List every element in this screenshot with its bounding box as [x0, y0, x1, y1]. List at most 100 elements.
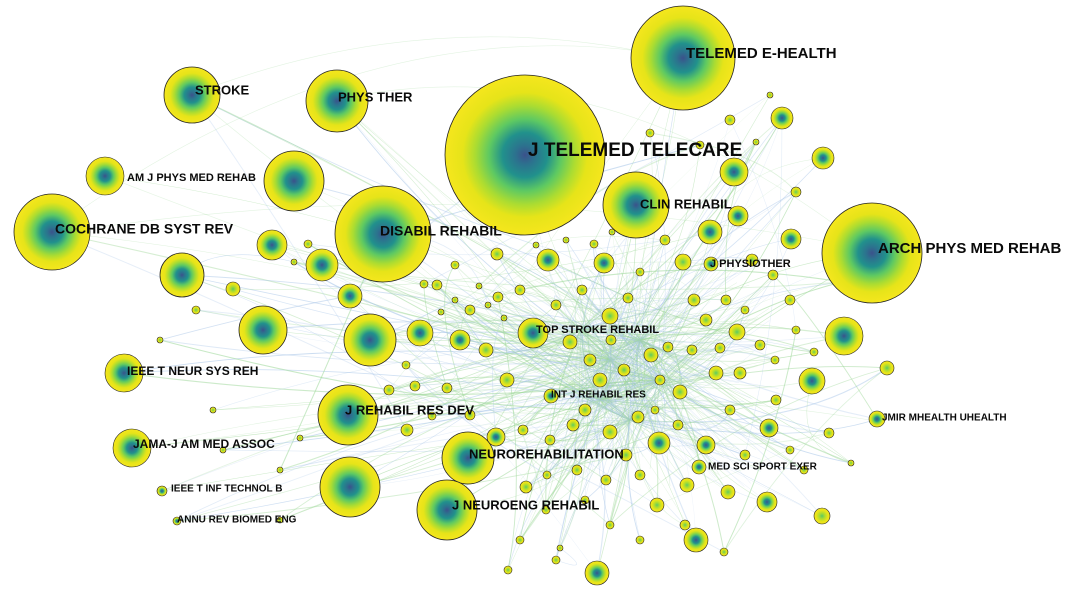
journal-node-stroke [163, 66, 221, 124]
journal-node [745, 253, 759, 267]
citation-edge [588, 339, 641, 363]
citation-edge [579, 320, 669, 348]
journal-node [647, 431, 671, 455]
citation-edge [579, 300, 694, 331]
citation-edge [572, 324, 581, 331]
citation-edge [659, 301, 748, 381]
citation-edge [599, 399, 655, 405]
journal-node [733, 366, 747, 380]
citation-edge [492, 317, 505, 438]
journal-node-j-neuroeng-rehabil [416, 479, 478, 541]
citation-edge [609, 323, 797, 361]
citation-edge [639, 325, 727, 341]
citation-edge [729, 119, 797, 331]
citation-edge [629, 299, 791, 421]
journal-node [654, 374, 666, 386]
citation-edge [599, 399, 758, 469]
citation-edge [629, 419, 761, 472]
citation-edge [487, 304, 611, 324]
citation-edge [599, 323, 635, 401]
journal-node [714, 342, 726, 354]
citation-edge [621, 339, 641, 400]
citation-edge [550, 399, 601, 439]
citation-edge [579, 329, 583, 377]
journal-node [645, 128, 655, 138]
citation-edge [579, 309, 707, 331]
citation-edge [579, 329, 644, 458]
citation-edge [550, 390, 601, 401]
citation-edge [599, 365, 758, 401]
journal-node [785, 445, 795, 455]
citation-edge [609, 344, 761, 361]
citation-edge [599, 369, 694, 401]
journal-node [770, 394, 782, 406]
citation-edge [772, 274, 878, 420]
journal-node [514, 284, 526, 296]
citation-edge [579, 329, 731, 411]
citation-edge [659, 379, 729, 457]
citation-edge [659, 308, 770, 381]
citation-edge [659, 379, 729, 493]
citation-edge [549, 379, 661, 441]
journal-label-jama-j-am-med-assoc: JAMA-J AM MED ASSOC [133, 437, 275, 451]
journal-node [191, 305, 201, 315]
citation-edge [176, 454, 627, 522]
citation-edge [545, 329, 581, 511]
citation-edge [579, 329, 666, 440]
citation-edge [507, 359, 611, 571]
journal-label-ieee-t-neur-sys-reh: IEEE T NEUR SYS REH [127, 364, 258, 378]
journal-node [427, 411, 437, 421]
citation-edge [639, 191, 797, 341]
citation-edge [581, 361, 601, 401]
citation-edge [222, 329, 581, 451]
journal-node [401, 360, 411, 370]
citation-edge [659, 286, 763, 381]
citation-edge [579, 329, 686, 526]
citation-edge [436, 284, 547, 511]
citation-edge [321, 264, 631, 421]
journal-node-jmir-mhealth-uhealth [868, 410, 886, 428]
citation-edge [609, 340, 673, 361]
citation-edge [579, 307, 679, 331]
citation-edge [579, 191, 797, 331]
citation-edge [599, 399, 665, 402]
citation-edge [349, 379, 661, 488]
citation-edge [599, 265, 691, 401]
citation-edge [405, 364, 548, 476]
journal-node [517, 424, 529, 436]
journal-node [219, 446, 227, 454]
journal-label-disabil-rehabil: DISABIL REHABIL [380, 223, 502, 239]
citation-edge [599, 366, 888, 401]
citation-edge [639, 339, 878, 420]
journal-node-j-rehabil-res-dev [317, 384, 379, 446]
journal-node [724, 404, 736, 416]
journal-node [695, 140, 705, 150]
journal-node [605, 520, 615, 530]
citation-edge [568, 379, 661, 424]
journal-node-jama-j-am-med-assoc [112, 428, 152, 468]
citation-edge [579, 329, 735, 447]
citation-edge [611, 339, 641, 466]
journal-node [720, 294, 732, 306]
citation-edge [609, 272, 737, 361]
citation-edge [406, 339, 641, 431]
citation-edge [572, 335, 661, 381]
citation-edge [579, 325, 815, 353]
journal-node [571, 464, 583, 476]
citation-edge [550, 395, 791, 451]
citation-edge [609, 117, 783, 361]
citation-edge [336, 100, 581, 331]
citation-edge [631, 291, 661, 381]
citation-edge [611, 231, 741, 374]
journal-node [541, 505, 551, 515]
journal-label-int-j-rehabil-res: INT J REHABIL RES [551, 390, 646, 401]
citation-edge [431, 399, 601, 417]
citation-edge [723, 367, 888, 553]
journal-node [634, 469, 646, 481]
citation-edge [572, 399, 607, 426]
node-layer [13, 5, 923, 586]
journal-node [811, 146, 835, 170]
citation-edge [565, 239, 612, 361]
journal-node [490, 247, 504, 261]
journal-node [532, 241, 540, 249]
